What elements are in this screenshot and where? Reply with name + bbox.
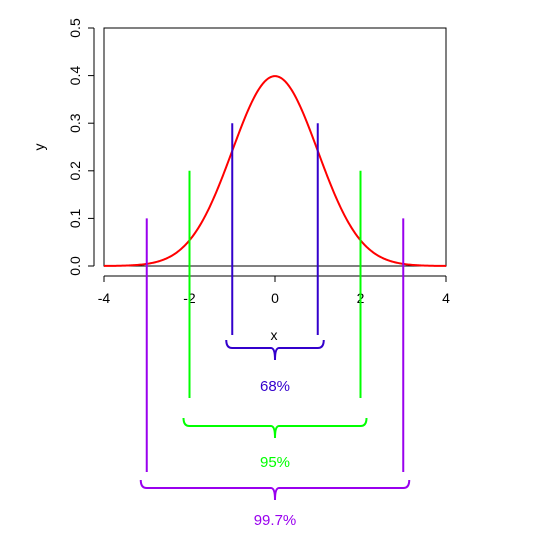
x-tick-label: 0 xyxy=(271,290,279,306)
interval-brace xyxy=(182,417,368,439)
y-tick-label: 0.1 xyxy=(67,208,83,228)
x-axis: -4-2024 xyxy=(98,275,450,306)
interval-brace xyxy=(225,339,325,361)
interval-layer: 68% 95% 99.7% xyxy=(139,123,411,529)
interval-group: 95% xyxy=(182,170,368,471)
interval-label: 68% xyxy=(260,378,290,395)
interval-group: 68% xyxy=(225,123,325,395)
x-tick-label: 4 xyxy=(442,290,450,306)
normal-density-curve xyxy=(103,75,447,267)
interval-label: 99.7% xyxy=(254,512,297,529)
interval-brace xyxy=(139,479,411,501)
y-tick-label: 0.4 xyxy=(67,66,83,86)
curve-layer xyxy=(103,75,447,267)
y-axis: 0.0 0.1 0.2 0.3 0.4 0.5 xyxy=(67,18,95,276)
interval-group: 99.7% xyxy=(139,218,411,529)
y-tick-label: 0.5 xyxy=(67,18,83,38)
y-tick-label: 0.2 xyxy=(67,161,83,181)
x-axis-label: x xyxy=(271,327,278,343)
interval-label: 95% xyxy=(260,454,290,471)
y-axis-label: y xyxy=(31,144,47,151)
plot-frame xyxy=(103,27,447,267)
y-tick-label: 0.0 xyxy=(67,256,83,276)
x-tick-label: -4 xyxy=(98,290,111,306)
y-tick-label: 0.3 xyxy=(67,113,83,133)
